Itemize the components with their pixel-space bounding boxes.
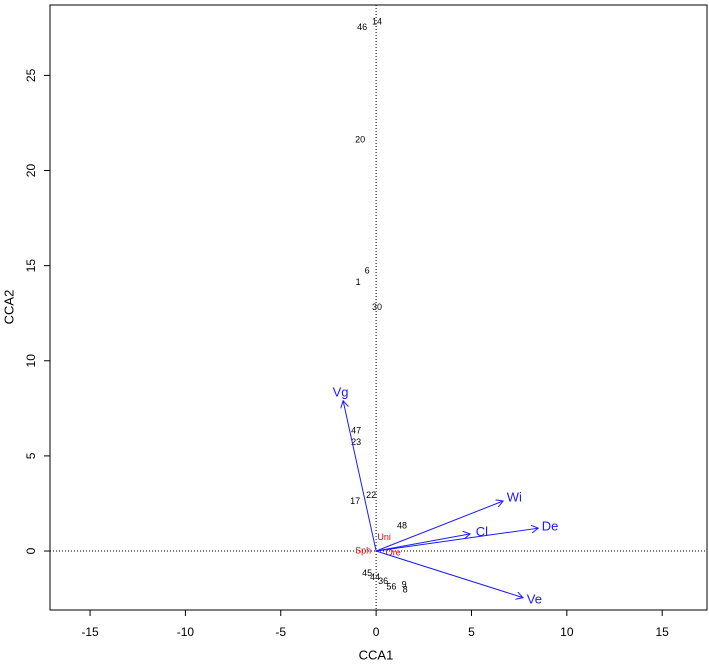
arrow — [375, 501, 503, 552]
y-tick-label: 10 — [24, 354, 38, 368]
arrow-label: De — [542, 519, 559, 534]
species-label: Uni — [377, 532, 391, 542]
species-label: Sph — [355, 545, 371, 555]
site-label: 1 — [356, 277, 361, 287]
y-axis-title: CCA2 — [1, 290, 16, 325]
x-tick-label: 15 — [656, 625, 670, 639]
x-tick-label: -5 — [275, 625, 286, 639]
arrow — [376, 528, 538, 552]
y-tick-label: 5 — [24, 452, 38, 459]
site-label: 46 — [357, 22, 367, 32]
site-label: 36 — [378, 576, 388, 586]
y-tick-label: 20 — [24, 164, 38, 178]
site-label: 22 — [366, 490, 376, 500]
arrow — [375, 550, 523, 598]
site-label: 30 — [372, 302, 382, 312]
arrow-label: Cl — [476, 524, 488, 539]
plot-frame — [49, 4, 708, 611]
x-tick-label: -10 — [177, 625, 195, 639]
site-label: 20 — [355, 134, 365, 144]
x-tick-label: 10 — [560, 625, 574, 639]
site-label: 9 — [402, 580, 407, 590]
arrow-label: Wi — [507, 489, 522, 504]
site-label: 44 — [370, 572, 380, 582]
arrow — [343, 401, 377, 552]
arrow-label: Vg — [333, 384, 349, 399]
site-label: 47 — [351, 426, 361, 436]
site-label: 17 — [350, 496, 360, 506]
y-tick-label: 15 — [24, 259, 38, 273]
site-label: 6 — [365, 266, 370, 276]
site-label: 8 — [403, 584, 408, 594]
x-axis-title: CCA1 — [359, 647, 394, 662]
arrow — [376, 534, 470, 552]
x-tick-label: -15 — [81, 625, 99, 639]
site-label: 14 — [372, 16, 382, 26]
arrow-label: Ve — [527, 591, 542, 606]
site-label: 48 — [397, 521, 407, 531]
site-label: 23 — [351, 437, 361, 447]
species-label: Ore — [386, 547, 401, 557]
y-tick-label: 0 — [24, 547, 38, 554]
site-label: 45 — [362, 568, 372, 578]
x-tick-label: 0 — [373, 625, 380, 639]
x-tick-label: 5 — [468, 625, 475, 639]
site-label: 56 — [386, 582, 396, 592]
y-tick-label: 25 — [24, 68, 38, 82]
